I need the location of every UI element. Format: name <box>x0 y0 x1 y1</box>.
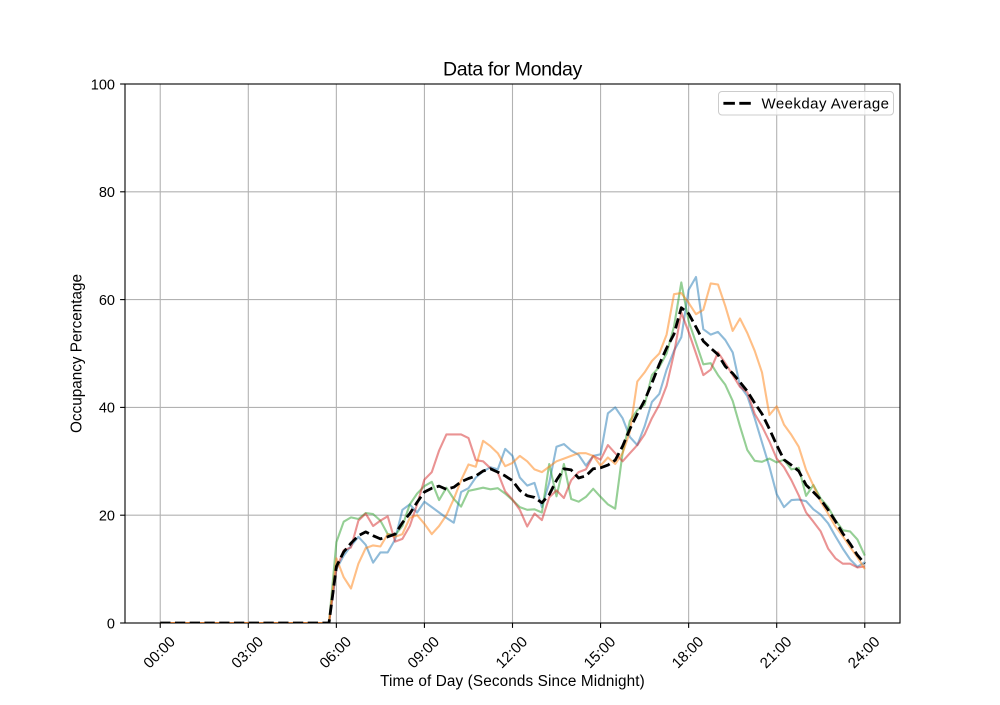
svg-text:20: 20 <box>99 509 115 525</box>
svg-text:0: 0 <box>107 616 115 632</box>
svg-text:80: 80 <box>99 185 115 201</box>
svg-text:Weekday Average: Weekday Average <box>762 96 890 113</box>
svg-text:Occupancy Percentage: Occupancy Percentage <box>69 274 86 433</box>
svg-text:Data for Monday: Data for Monday <box>443 59 583 81</box>
svg-text:60: 60 <box>99 293 115 309</box>
svg-text:Time of Day (Seconds Since Mid: Time of Day (Seconds Since Midnight) <box>380 673 645 690</box>
svg-text:40: 40 <box>99 401 115 417</box>
svg-text:100: 100 <box>91 77 115 93</box>
